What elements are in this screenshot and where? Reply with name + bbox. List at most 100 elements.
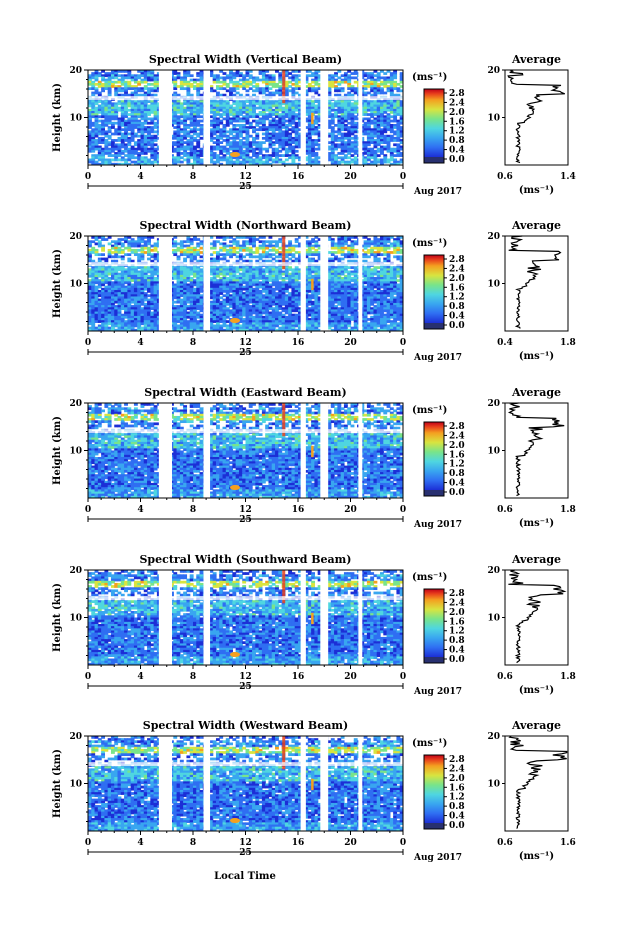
colorbar-tick-label: 2.0 [449, 274, 465, 284]
x-tick-label: 0 [400, 838, 406, 848]
month-label: Aug 2017 [413, 353, 462, 363]
x-tick-label: 0 [400, 172, 406, 182]
average-y-tick: 20 [487, 66, 500, 76]
colorbar-tick-label: 1.6 [449, 117, 465, 127]
x-tick-label: 0 [400, 505, 406, 515]
average-x-tick: 0.6 [497, 172, 513, 182]
x-tick-label: 16 [292, 672, 305, 682]
x-tick-label: 0 [85, 672, 91, 682]
colorbar-unit: (ms⁻¹) [412, 238, 447, 249]
colorbar-tick-label: 2.4 [449, 431, 465, 441]
x-tick-label: 16 [292, 505, 305, 515]
colorbar-tick-label: 0.4 [449, 812, 465, 822]
colorbar-tick-label: 0.8 [449, 302, 465, 312]
colorbar-unit: (ms⁻¹) [412, 572, 447, 583]
colorbar [424, 255, 444, 323]
average-x-tick: 0.4 [497, 338, 513, 348]
average-y-tick: 20 [487, 232, 500, 242]
date-label: 25 [239, 182, 252, 192]
colorbar-unit: (ms⁻¹) [412, 738, 447, 749]
average-profile-line [508, 235, 562, 329]
average-x-label: (ms⁻¹) [519, 518, 554, 529]
colorbar-tick-label: 1.6 [449, 450, 465, 460]
y-axis-label: Height (km) [52, 416, 63, 485]
x-tick-label: 12 [239, 505, 252, 515]
y-tick-label: 20 [69, 232, 82, 242]
y-tick-label: 20 [69, 399, 82, 409]
colorbar-tick-label: 2.0 [449, 608, 465, 618]
average-y-tick: 20 [487, 566, 500, 576]
colorbar-tick-label: 2.8 [449, 755, 465, 765]
colorbar-tick-label: 2.8 [449, 422, 465, 432]
average-x-label: (ms⁻¹) [519, 351, 554, 362]
average-x-tick: 0.6 [497, 505, 513, 515]
average-x-tick: 1.8 [560, 672, 576, 682]
colorbar-tick-label: 2.4 [449, 598, 465, 608]
x-tick-label: 0 [85, 838, 91, 848]
colorbar-tick-label: 2.0 [449, 108, 465, 118]
average-y-tick: 10 [487, 447, 500, 457]
heatmap [88, 570, 403, 665]
y-tick-label: 10 [69, 614, 82, 624]
y-tick-label: 10 [69, 447, 82, 457]
colorbar-tick-label: 1.6 [449, 283, 465, 293]
x-tick-label: 0 [400, 338, 406, 348]
average-profile-line [508, 569, 567, 664]
heatmap [88, 70, 403, 165]
x-tick-label: 20 [344, 672, 357, 682]
y-tick-label: 10 [69, 780, 82, 790]
colorbar-tick-label: 0.4 [449, 646, 465, 656]
y-tick-label: 10 [69, 280, 82, 290]
x-tick-label: 20 [344, 838, 357, 848]
date-label: 25 [239, 348, 252, 358]
colorbar-tick-label: 2.8 [449, 89, 465, 99]
colorbar-tick-label: 2.0 [449, 774, 465, 784]
colorbar-tick-label: 1.2 [449, 460, 465, 470]
date-label: 25 [239, 848, 252, 858]
month-label: Aug 2017 [413, 520, 462, 530]
colorbar-tick-label: 0.8 [449, 136, 465, 146]
average-y-tick: 10 [487, 114, 500, 124]
colorbar [424, 422, 444, 490]
average-frame [504, 402, 569, 499]
colorbar-tick-label: 1.2 [449, 293, 465, 303]
average-y-tick: 10 [487, 614, 500, 624]
x-tick-label: 12 [239, 172, 252, 182]
average-y-tick: 10 [487, 780, 500, 790]
month-label: Aug 2017 [413, 853, 462, 863]
panel-4: Spectral Width (Southward Beam) 10 20 Heigh… [52, 553, 576, 697]
x-tick-label: 8 [190, 838, 196, 848]
x-tick-label: 8 [190, 505, 196, 515]
average-x-label: (ms⁻¹) [519, 851, 554, 862]
colorbar-tick-label: 0.0 [449, 821, 465, 831]
x-tick-label: 0 [85, 172, 91, 182]
average-x-tick: 0.6 [497, 672, 513, 682]
colorbar-unit: (ms⁻¹) [412, 405, 447, 416]
heatmap [88, 403, 403, 498]
x-tick-label: 16 [292, 172, 305, 182]
colorbar-tick-label: 1.6 [449, 783, 465, 793]
x-tick-label: 8 [190, 672, 196, 682]
colorbar-unit: (ms⁻¹) [412, 72, 447, 83]
x-tick-label: 0 [85, 338, 91, 348]
x-tick-label: 12 [239, 672, 252, 682]
date-label: 25 [239, 682, 252, 692]
average-x-tick: 1.6 [560, 838, 576, 848]
panel-1: Spectral Width (Vertical Beam) 10 20 Height… [52, 53, 576, 197]
average-y-tick: 20 [487, 732, 500, 742]
average-x-tick: 1.4 [560, 172, 576, 182]
x-tick-label: 12 [239, 338, 252, 348]
panel-title: Spectral Width (Southward Beam) [139, 553, 351, 566]
x-tick-label: 4 [137, 672, 143, 682]
x-tick-label: 4 [137, 505, 143, 515]
month-label: Aug 2017 [413, 187, 462, 197]
y-tick-label: 20 [69, 66, 82, 76]
colorbar-tick-label: 1.2 [449, 627, 465, 637]
average-x-tick: 0.6 [497, 838, 513, 848]
average-title: Average [511, 719, 561, 732]
month-label: Aug 2017 [413, 687, 462, 697]
colorbar-tick-label: 0.4 [449, 479, 465, 489]
average-title: Average [511, 53, 561, 66]
x-tick-label: 8 [190, 338, 196, 348]
x-tick-label: 20 [344, 172, 357, 182]
